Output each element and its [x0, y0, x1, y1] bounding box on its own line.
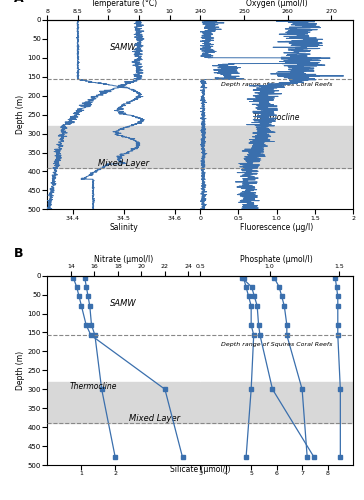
Text: SAMW: SAMW [110, 44, 137, 52]
Bar [200, 126, 353, 168]
Y-axis label: Depth (m): Depth (m) [16, 95, 25, 134]
X-axis label: Temperature (°C): Temperature (°C) [91, 0, 157, 8]
Text: Mixed Layer: Mixed Layer [129, 414, 180, 424]
Text: SAMW: SAMW [110, 299, 137, 308]
Text: B: B [14, 248, 23, 260]
X-axis label: Oxygen (μmol/l): Oxygen (μmol/l) [246, 0, 308, 8]
Text: Thermocline: Thermocline [70, 382, 117, 392]
Y-axis label: Depth (m): Depth (m) [16, 351, 25, 390]
Text: Depth range of Squires Coral Reefs: Depth range of Squires Coral Reefs [221, 82, 332, 87]
Bar [47, 382, 200, 424]
Text: Thermocline: Thermocline [253, 114, 300, 122]
X-axis label: Nitrate (μmol/l): Nitrate (μmol/l) [94, 254, 153, 264]
Text: A: A [14, 0, 23, 5]
Bar [200, 382, 353, 424]
Text: Mixed Layer: Mixed Layer [98, 159, 149, 168]
Bar [47, 126, 200, 168]
Text: Silicate (μmol/l): Silicate (μmol/l) [170, 466, 230, 474]
Text: Depth range of Squires Coral Reefs: Depth range of Squires Coral Reefs [221, 342, 332, 346]
X-axis label: Salinity: Salinity [110, 224, 138, 232]
X-axis label: Phosphate (μmol/l): Phosphate (μmol/l) [240, 254, 313, 264]
X-axis label: Fluorescence (μg/l): Fluorescence (μg/l) [240, 224, 313, 232]
